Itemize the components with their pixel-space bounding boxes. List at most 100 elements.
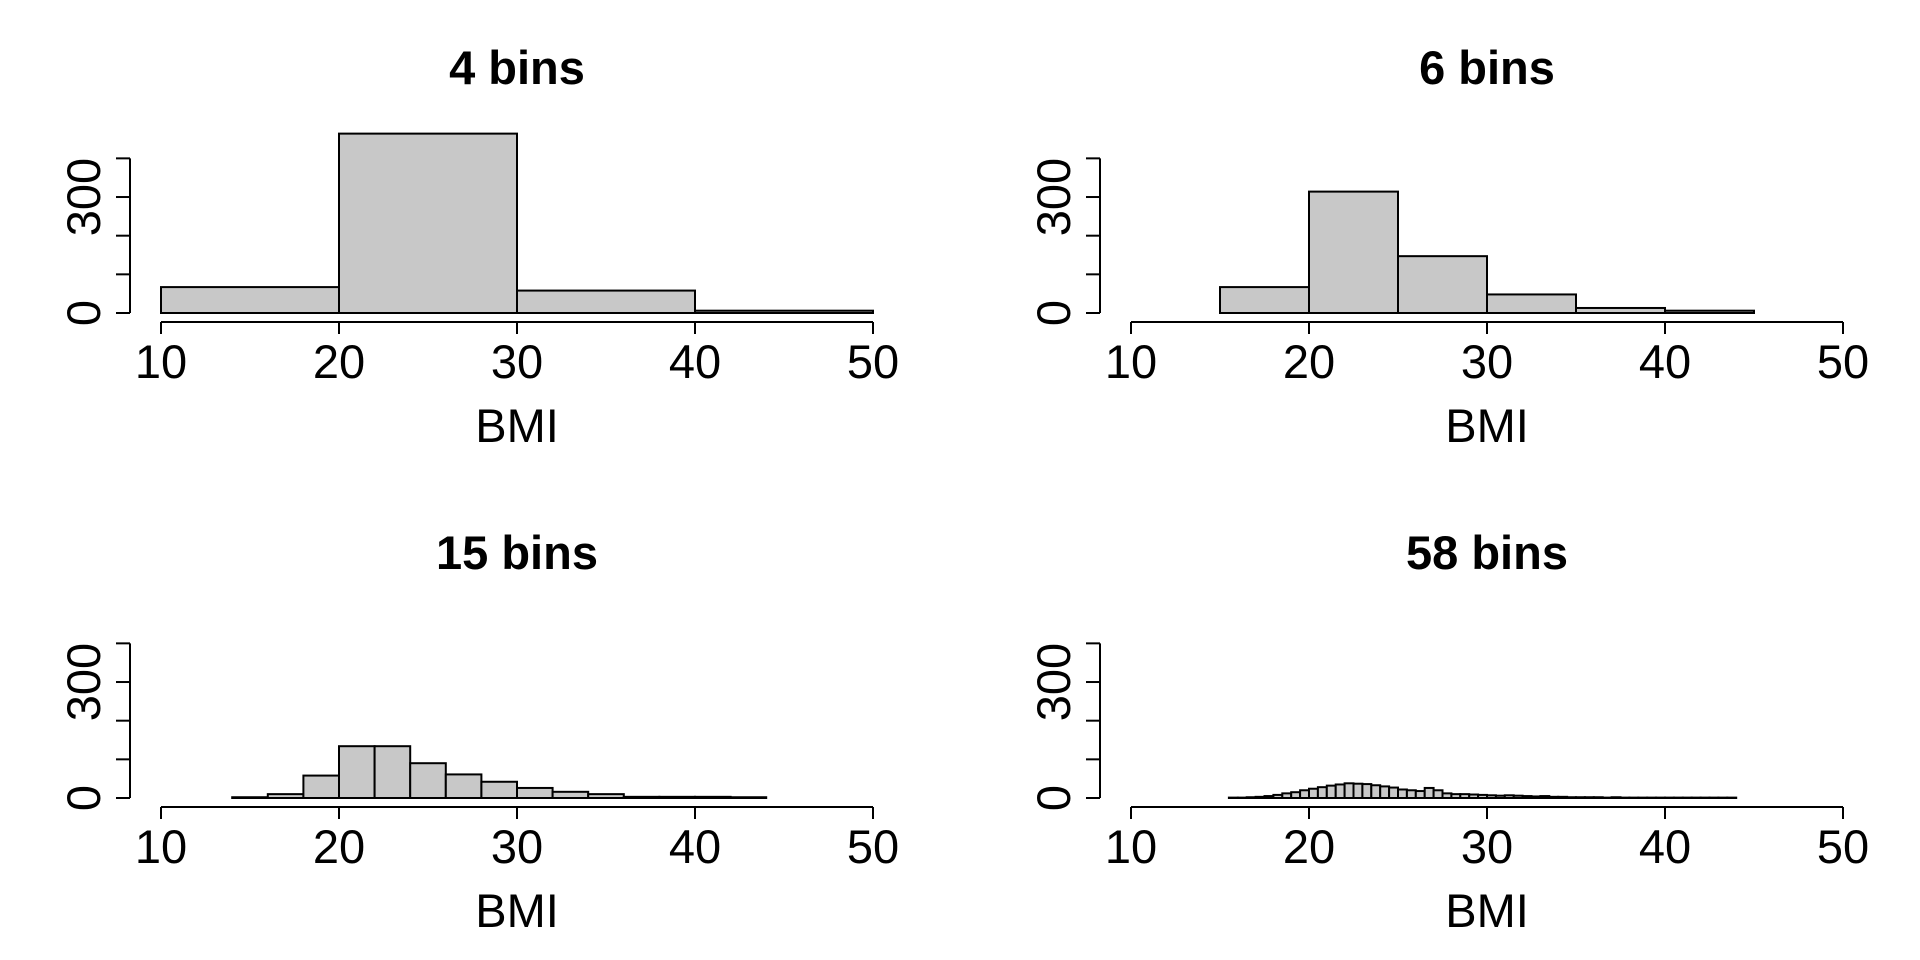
- x-tick-label: 40: [1639, 335, 1691, 388]
- bar: [1325, 784, 1337, 799]
- bar: [1539, 795, 1551, 800]
- bar: [729, 796, 768, 800]
- x-axis-label: BMI: [1445, 399, 1529, 452]
- bar: [516, 786, 554, 800]
- y-tick-label: 300: [57, 158, 110, 236]
- bar: [1308, 190, 1399, 315]
- bar: [1299, 789, 1310, 800]
- bar: [1664, 309, 1755, 314]
- bar: [587, 793, 625, 799]
- x-tick-label: 20: [313, 820, 365, 873]
- bar: [1477, 793, 1488, 800]
- y-tick-label: 0: [1027, 785, 1080, 811]
- bar: [1486, 794, 1497, 800]
- bar: [1521, 795, 1533, 800]
- bar: [1459, 793, 1471, 799]
- bar: [1254, 795, 1266, 800]
- bar: [1566, 796, 1577, 800]
- bar: [444, 773, 483, 800]
- bar: [1486, 293, 1577, 315]
- bar: [1379, 785, 1391, 799]
- bar: [1316, 786, 1328, 799]
- chart-title: 15 bins: [436, 526, 598, 579]
- bar: [1352, 782, 1364, 800]
- bar: [1343, 782, 1355, 800]
- bar: [160, 286, 340, 315]
- y-tick-label: 0: [1027, 300, 1080, 326]
- x-tick-label: 40: [669, 335, 721, 388]
- bar: [338, 132, 518, 314]
- bar: [1610, 796, 1622, 800]
- x-tick-label: 30: [1461, 820, 1513, 873]
- x-axis-label: BMI: [1445, 884, 1529, 937]
- x-axis-label: BMI: [475, 884, 559, 937]
- bar: [1592, 796, 1604, 800]
- x-tick-label: 10: [135, 820, 187, 873]
- y-tick-label: 300: [57, 643, 110, 721]
- x-tick-label: 10: [1105, 820, 1157, 873]
- x-tick-label: 40: [669, 820, 721, 873]
- bar: [622, 795, 661, 800]
- bar: [1397, 788, 1408, 800]
- x-tick-label: 10: [1105, 335, 1157, 388]
- bar: [694, 795, 732, 800]
- bar: [1405, 789, 1417, 800]
- x-tick-label: 20: [1283, 820, 1335, 873]
- bar: [1423, 786, 1435, 800]
- bar: [1361, 783, 1373, 799]
- bar: [1281, 792, 1293, 799]
- x-tick-label: 50: [847, 820, 899, 873]
- bar: [1494, 794, 1506, 800]
- bar: [1583, 796, 1595, 800]
- x-tick-label: 50: [1817, 335, 1869, 388]
- chart-title: 6 bins: [1419, 41, 1555, 94]
- bar: [1245, 796, 1257, 800]
- bar: [1557, 795, 1569, 800]
- x-tick-label: 50: [847, 335, 899, 388]
- y-tick-label: 0: [57, 300, 110, 326]
- x-tick-label: 20: [313, 335, 365, 388]
- bar: [1414, 790, 1426, 799]
- bar: [302, 774, 340, 800]
- x-tick-label: 30: [1461, 335, 1513, 388]
- bar: [1548, 795, 1560, 800]
- bar: [1530, 795, 1542, 800]
- bar: [1334, 783, 1346, 799]
- y-tick-label: 300: [1027, 643, 1080, 721]
- bar: [694, 309, 874, 314]
- bar: [1370, 784, 1382, 799]
- bar: [266, 793, 305, 799]
- bar: [1308, 787, 1319, 800]
- x-tick-label: 20: [1283, 335, 1335, 388]
- bar: [1441, 792, 1453, 799]
- bar: [1290, 791, 1302, 799]
- y-tick-label: 0: [57, 785, 110, 811]
- bar: [231, 796, 269, 800]
- x-tick-label: 50: [1817, 820, 1869, 873]
- bar: [1263, 795, 1275, 800]
- bar: [480, 780, 518, 800]
- bar: [1272, 793, 1284, 800]
- bar: [338, 745, 376, 800]
- chart-title: 58 bins: [1406, 526, 1568, 579]
- bar: [658, 795, 697, 800]
- bar: [551, 790, 590, 799]
- bar: [409, 762, 447, 799]
- bar: [1388, 786, 1399, 800]
- y-tick-label: 300: [1027, 158, 1080, 236]
- bar: [1575, 306, 1666, 315]
- bar: [1512, 794, 1524, 800]
- bar: [1219, 286, 1310, 315]
- bar: [1450, 793, 1462, 799]
- x-tick-label: 30: [491, 820, 543, 873]
- bar: [1503, 794, 1515, 800]
- bar: [1397, 255, 1488, 314]
- x-tick-label: 40: [1639, 820, 1691, 873]
- bar: [1575, 796, 1586, 800]
- bar: [373, 745, 412, 800]
- x-tick-label: 10: [135, 335, 187, 388]
- bar: [1468, 793, 1480, 800]
- x-axis-label: BMI: [475, 399, 559, 452]
- bar: [516, 289, 696, 315]
- bar: [1432, 789, 1444, 800]
